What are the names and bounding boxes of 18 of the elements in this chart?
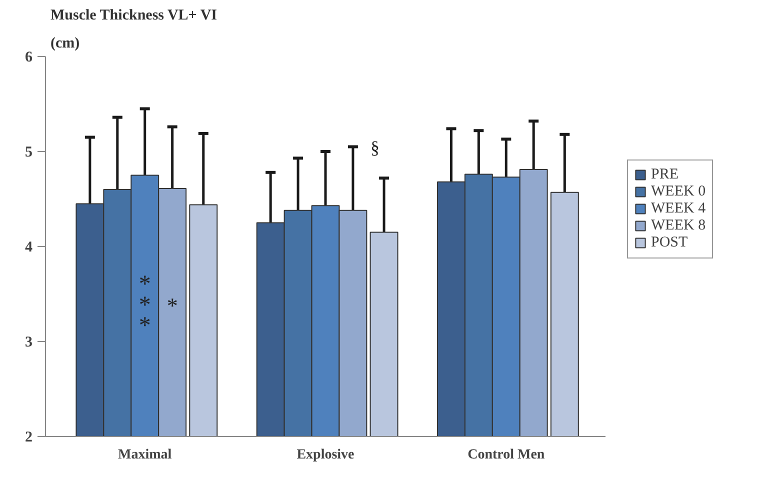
annotation: * (166, 292, 178, 318)
y-tick-label: 3 (25, 334, 32, 350)
y-tick-label: 2 (25, 430, 32, 446)
legend-label: WEEK 0 (651, 183, 706, 200)
x-tick-label: Control Men (468, 448, 545, 462)
chart-title: Muscle Thickness VL+ VI (50, 8, 218, 24)
x-tick-label: Explosive (296, 448, 354, 462)
x-tick-label: Maximal (118, 448, 172, 462)
y-tick-label: 4 (25, 240, 33, 256)
annotation: § (370, 138, 380, 158)
legend-label: POST (651, 234, 688, 252)
y-axis-title: (cm) (50, 36, 80, 52)
legend-label: PRE (651, 166, 679, 184)
y-tick-label: 6 (25, 50, 33, 66)
legend-label: WEEK 4 (651, 200, 706, 218)
y-tick-label: 5 (25, 144, 32, 160)
annotation: *** (138, 272, 151, 340)
legend-label: WEEK 8 (651, 217, 706, 234)
